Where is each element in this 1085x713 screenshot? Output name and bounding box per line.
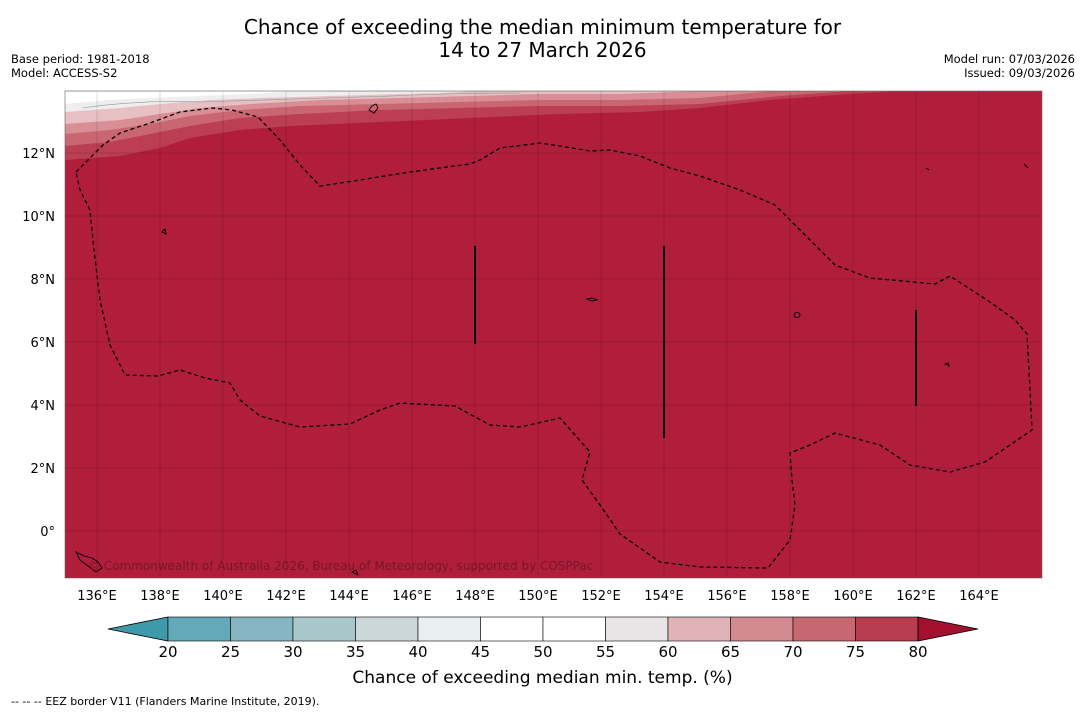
model-name: Model: ACCESS-S2 xyxy=(11,66,118,80)
colorbar-tick-label: 35 xyxy=(345,643,366,661)
colorbar-segment xyxy=(792,616,856,642)
longitude-label: 160°E xyxy=(833,589,873,604)
colorbar-tick-label: 40 xyxy=(408,643,428,661)
colorbar-under-arrow xyxy=(107,616,169,642)
longitude-label: 162°E xyxy=(896,589,936,604)
colorbar-segment xyxy=(417,616,481,642)
longitude-label: 156°E xyxy=(707,589,747,604)
colorbar-tick-label: 55 xyxy=(595,643,616,661)
longitude-label: 136°E xyxy=(77,589,117,604)
colorbar-tick-label: 60 xyxy=(658,643,678,661)
contour-band-50 xyxy=(65,91,300,104)
colorbar-tick-label: 25 xyxy=(220,643,241,661)
colorbar-segment xyxy=(167,616,231,642)
latitude-label: 4°N xyxy=(31,399,56,414)
longitude-label: 140°E xyxy=(203,589,243,604)
colorbar-segment xyxy=(542,616,606,642)
longitude-label: 138°E xyxy=(140,589,180,604)
map-title-line2: 14 to 27 March 2026 xyxy=(438,38,647,62)
colorbar-tick-label: 75 xyxy=(845,643,866,661)
colorbar-segment xyxy=(230,616,294,642)
colorbar-segment xyxy=(355,616,419,642)
latitude-label: 2°N xyxy=(31,462,56,477)
eez-legend-text: EEZ border V11 (Flanders Marine Institut… xyxy=(45,695,320,708)
islands xyxy=(74,103,1029,576)
contour-line-45 xyxy=(81,92,521,109)
longitude-label: 144°E xyxy=(329,589,369,604)
eez-legend: -- -- -- EEZ border V11 (Flanders Marine… xyxy=(11,695,319,708)
longitude-label: 158°E xyxy=(770,589,810,604)
colorbar-tick-label: 80 xyxy=(908,643,928,661)
probability-field xyxy=(65,91,1042,578)
colorbar-tick-label: 30 xyxy=(283,643,303,661)
colorbar-segment xyxy=(730,616,794,642)
high-probability-region xyxy=(65,91,1042,578)
longitude-label: 146°E xyxy=(392,589,432,604)
longitude-label: 148°E xyxy=(455,589,495,604)
colorbar xyxy=(107,616,979,642)
colorbar-over-arrow xyxy=(917,616,979,642)
colorbar-tick-label: 70 xyxy=(783,643,803,661)
colorbar-segment xyxy=(667,616,731,642)
longitude-label: 150°E xyxy=(518,589,558,604)
colorbar-segment xyxy=(855,616,919,642)
latitude-labels: 12°N 10°N 8°N 6°N 4°N 2°N 0° xyxy=(22,147,55,540)
issued-date: Issued: 09/03/2026 xyxy=(964,66,1075,80)
colorbar-title: Chance of exceeding median min. temp. (%… xyxy=(352,668,733,688)
map-title-line1: Chance of exceeding the median minimum t… xyxy=(243,15,842,39)
longitude-label: 142°E xyxy=(266,589,306,604)
colorbar-segment xyxy=(292,616,356,642)
longitude-label: 152°E xyxy=(581,589,621,604)
eez-legend-symbol: -- -- -- xyxy=(11,695,42,708)
latitude-label: 8°N xyxy=(31,273,56,288)
model-run: Model run: 07/03/2026 xyxy=(943,52,1075,66)
latitude-label: 0° xyxy=(40,525,55,540)
colorbar-tick-label: 20 xyxy=(158,643,178,661)
colorbar-segment xyxy=(605,616,669,642)
copyright-notice: © Commonwealth of Australia 2026, Bureau… xyxy=(88,559,593,573)
longitude-labels: 136°E 138°E 140°E 142°E 144°E 146°E 148°E 150°E… xyxy=(77,589,999,604)
colorbar-tick-label: 45 xyxy=(470,643,491,661)
latitude-label: 6°N xyxy=(31,336,56,351)
longitude-label: 154°E xyxy=(644,589,684,604)
base-period: Base period: 1981-2018 xyxy=(11,52,150,66)
colorbar-tick-label: 50 xyxy=(533,643,553,661)
latitude-label: 12°N xyxy=(22,147,55,162)
eez-border xyxy=(75,107,1033,569)
colorbar-tick-label: 65 xyxy=(720,643,741,661)
latitude-label: 10°N xyxy=(22,210,55,225)
map-frame xyxy=(64,90,1043,579)
longitude-label: 164°E xyxy=(959,589,999,604)
colorbar-segment xyxy=(480,616,544,642)
